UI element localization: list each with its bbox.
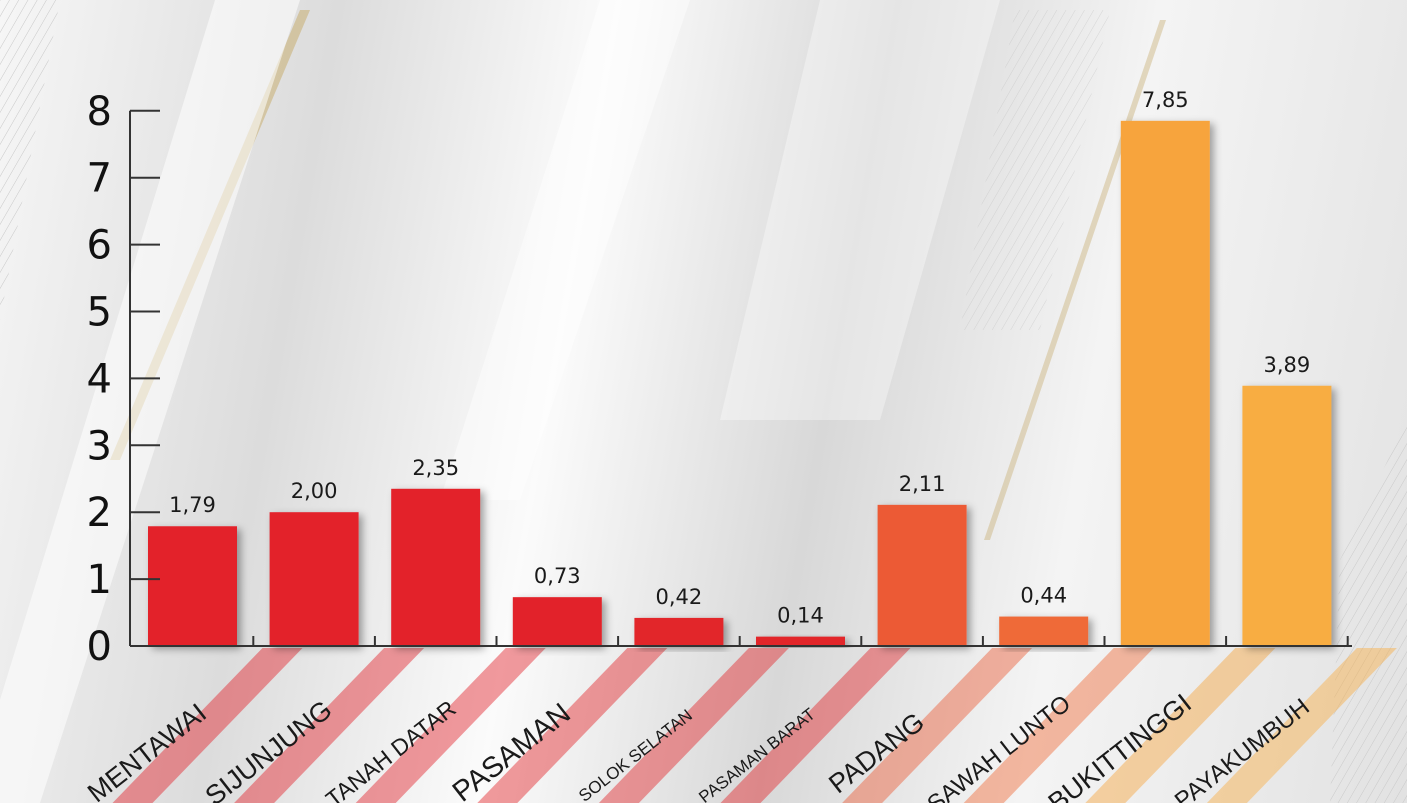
y-tick-label: 4 bbox=[87, 356, 112, 402]
data-label: 0,44 bbox=[1020, 584, 1067, 608]
label-band bbox=[1206, 648, 1397, 803]
data-label: 3,89 bbox=[1264, 353, 1311, 377]
bar bbox=[512, 597, 602, 646]
label-band bbox=[720, 648, 911, 803]
y-tick-label: 3 bbox=[87, 423, 112, 469]
bar bbox=[756, 636, 845, 646]
bar bbox=[391, 488, 481, 646]
value-labels-group: 1,79 2,00 2,35 0,73 0,42 0,14 2,11 0,44 7,85 3,89 bbox=[169, 88, 1310, 628]
bar bbox=[877, 504, 967, 646]
bars-group bbox=[148, 120, 1332, 646]
category-label-bands bbox=[112, 648, 1397, 803]
y-tick-label: 6 bbox=[87, 223, 112, 269]
data-label: 0,42 bbox=[656, 585, 703, 609]
label-band bbox=[1085, 648, 1276, 803]
axes-group: 0 1 2 3 4 5 6 7 8 bbox=[87, 89, 1352, 670]
label-band bbox=[234, 648, 425, 803]
label-band bbox=[112, 648, 303, 803]
bar bbox=[1242, 385, 1332, 646]
label-band bbox=[477, 648, 668, 803]
y-tick-label: 2 bbox=[87, 490, 112, 536]
label-band bbox=[598, 648, 789, 803]
label-band bbox=[355, 648, 546, 803]
bar bbox=[269, 512, 359, 646]
data-label: 0,14 bbox=[777, 604, 824, 628]
label-band bbox=[963, 648, 1154, 803]
data-label: 0,73 bbox=[534, 564, 581, 588]
bar bbox=[1120, 120, 1210, 646]
y-tick-label: 1 bbox=[87, 557, 112, 603]
y-tick-label: 8 bbox=[87, 89, 112, 135]
data-label: 7,85 bbox=[1142, 88, 1189, 112]
y-tick-label: 7 bbox=[87, 156, 112, 202]
label-band bbox=[842, 648, 1033, 803]
data-label: 2,00 bbox=[291, 479, 338, 503]
data-label: 2,11 bbox=[899, 472, 946, 496]
y-tick-label: 0 bbox=[87, 624, 112, 670]
y-tick-label: 5 bbox=[87, 290, 112, 336]
data-label: 2,35 bbox=[412, 456, 459, 480]
data-label: 1,79 bbox=[169, 493, 216, 517]
bar bbox=[634, 617, 724, 646]
bar bbox=[999, 616, 1089, 646]
bar bbox=[148, 526, 237, 646]
